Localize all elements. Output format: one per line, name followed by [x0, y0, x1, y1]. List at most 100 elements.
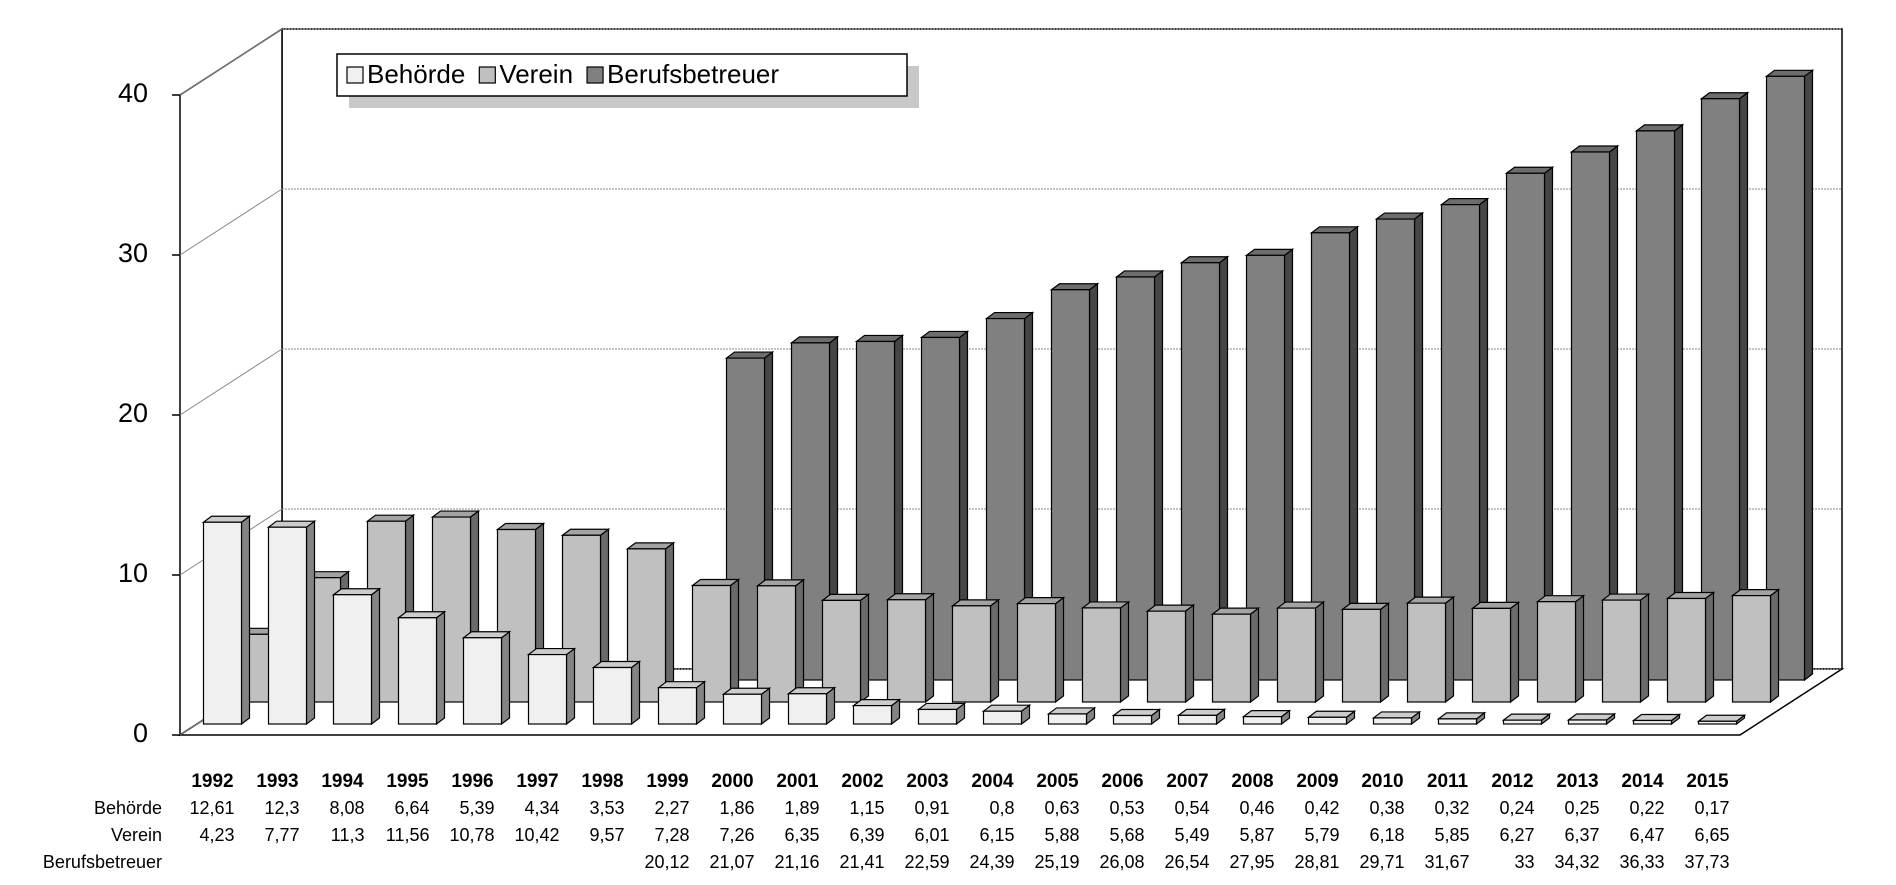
- legend-swatch: [478, 66, 496, 84]
- bar-top: [266, 520, 317, 528]
- legend-label: Verein: [499, 59, 573, 89]
- table-value: 5,68: [1109, 825, 1144, 845]
- table-value: 9,57: [589, 825, 624, 845]
- bar-top: [1696, 714, 1747, 722]
- x-tick-label: 1994: [321, 771, 364, 792]
- bar-top: [1241, 710, 1292, 718]
- x-tick-label: 1999: [646, 771, 688, 792]
- bar: [657, 687, 698, 725]
- table-value: 6,18: [1369, 825, 1404, 845]
- bar-top: [1306, 710, 1357, 718]
- bar: [1601, 599, 1642, 703]
- bar: [1310, 232, 1351, 681]
- bar-top: [1015, 596, 1066, 605]
- table-value: 20,12: [644, 852, 689, 872]
- bar-side: [1119, 600, 1130, 704]
- bar-top: [854, 334, 905, 343]
- table-value: 7,26: [719, 825, 754, 845]
- table-value: 36,33: [1619, 852, 1664, 872]
- x-tick-label: 2001: [776, 771, 819, 792]
- bar-top: [656, 681, 707, 689]
- y-tick-label: 20: [118, 398, 148, 428]
- y-tick-label: 0: [133, 718, 148, 748]
- x-tick-label: 1995: [386, 771, 429, 792]
- x-tick-label: 2006: [1101, 771, 1143, 792]
- table-value: 1,89: [784, 798, 819, 818]
- bar-top: [461, 631, 512, 639]
- table-value: 11,56: [386, 825, 430, 845]
- bar: [1635, 130, 1676, 681]
- bar-side: [695, 680, 706, 726]
- table-value: 6,47: [1629, 825, 1664, 845]
- bar: [267, 526, 308, 725]
- table-value: 5,85: [1434, 825, 1469, 845]
- bar: [1047, 713, 1088, 725]
- bar: [1177, 714, 1218, 725]
- bar: [756, 585, 797, 703]
- table-value: 25,19: [1034, 852, 1079, 872]
- bar: [722, 693, 763, 725]
- bar-top: [1634, 124, 1685, 132]
- legend-label: Behörde: [367, 59, 465, 89]
- bar-side: [729, 578, 740, 704]
- bar-top: [1080, 601, 1131, 609]
- table-value: 0,38: [1369, 798, 1404, 818]
- bar: [1372, 717, 1413, 725]
- table-value: 6,37: [1564, 825, 1599, 845]
- bar-top: [1631, 713, 1682, 722]
- table-value: 0,22: [1629, 798, 1664, 818]
- table-value: 4,34: [524, 798, 559, 818]
- bar: [592, 666, 633, 725]
- bar-top: [396, 611, 447, 619]
- bar-top: [1244, 248, 1295, 256]
- x-tick-label: 1996: [451, 771, 493, 792]
- bar-top: [755, 579, 806, 587]
- y-tick-label: 30: [118, 238, 148, 268]
- bar-top: [1730, 588, 1781, 597]
- wall-grid-line: [179, 188, 283, 256]
- x-tick-label: 2000: [711, 771, 753, 792]
- bar-side: [924, 592, 935, 704]
- bar-side: [370, 587, 381, 726]
- table-value: 0,8: [989, 798, 1014, 818]
- x-tick-label: 2014: [1621, 771, 1664, 792]
- bar-top: [1046, 707, 1097, 715]
- bar: [1666, 597, 1707, 703]
- bar: [982, 710, 1023, 725]
- bar: [1731, 594, 1772, 703]
- x-tick-label: 2003: [906, 771, 948, 792]
- bar-top: [430, 510, 481, 518]
- table-value: 6,35: [784, 825, 819, 845]
- bar-side: [305, 520, 316, 726]
- x-tick-label: 2011: [1427, 771, 1469, 792]
- bar-top: [885, 593, 936, 601]
- bar-top: [1566, 713, 1617, 721]
- bar: [1505, 172, 1546, 681]
- bar-top: [365, 514, 416, 522]
- table-value: 6,64: [394, 798, 429, 818]
- table-value: 5,79: [1304, 825, 1339, 845]
- bar-top: [721, 687, 772, 695]
- table-value: 11,3: [331, 825, 365, 845]
- table-value: 1,15: [849, 798, 884, 818]
- bar-top: [1665, 591, 1716, 600]
- bar: [397, 617, 438, 725]
- bar: [917, 708, 958, 725]
- bar-top: [201, 515, 252, 523]
- table-value: 0,46: [1239, 798, 1274, 818]
- table-value: 10,42: [514, 825, 559, 845]
- bar-top: [1179, 256, 1230, 264]
- bar: [462, 637, 503, 725]
- table-value: 7,28: [654, 825, 689, 845]
- bar-top: [1049, 283, 1100, 291]
- x-tick-label: 2005: [1036, 771, 1079, 792]
- bar-top: [1535, 595, 1586, 603]
- table-value: 12,3: [264, 798, 299, 818]
- table-value: 6,65: [1694, 825, 1729, 845]
- bar: [1211, 613, 1252, 703]
- bar-side: [1574, 594, 1585, 704]
- x-tick-label: 1997: [516, 771, 558, 792]
- bar: [1242, 716, 1283, 725]
- bar-top: [1111, 708, 1162, 717]
